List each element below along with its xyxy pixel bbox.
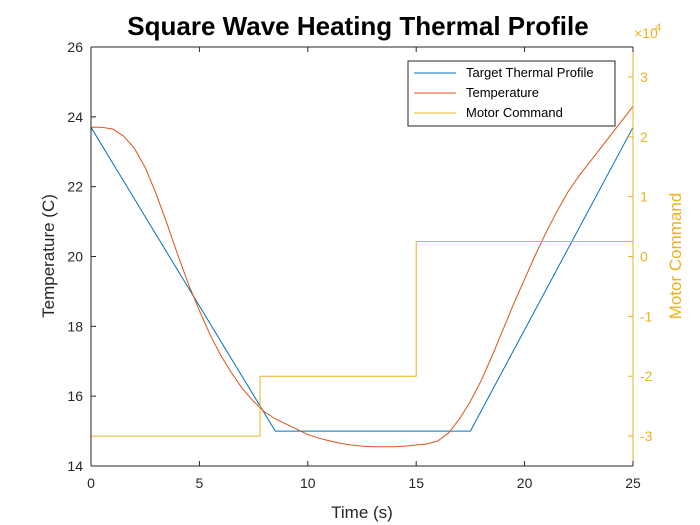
exponent-power: 4	[655, 22, 661, 34]
y-right-tick-label: -2	[640, 368, 653, 384]
y-left-tick-label: 24	[67, 109, 83, 125]
exponent-base: ×10	[634, 25, 658, 41]
y-left-tick-label: 20	[67, 249, 83, 265]
y-right-tick-label: -3	[640, 428, 653, 444]
y-axis-label-right: Motor Command	[666, 193, 685, 320]
y-left-tick-label: 16	[67, 388, 83, 404]
y-left-tick-label: 18	[67, 318, 83, 334]
y-left-tick-label: 26	[67, 39, 83, 55]
y-right-tick-label: 0	[640, 249, 648, 265]
x-tick-label: 0	[87, 475, 95, 491]
y-axis-label-left: Temperature (C)	[39, 194, 58, 318]
y-right-tick-label: 1	[640, 189, 648, 205]
x-tick-label: 15	[408, 475, 424, 491]
y-left-tick-label: 22	[67, 179, 83, 195]
legend-label-target: Target Thermal Profile	[466, 65, 594, 80]
series-line-temperature	[91, 106, 634, 448]
series-line-motor	[91, 241, 633, 437]
legend: Target Thermal Profile Temperature Motor…	[407, 60, 616, 127]
y-right-tick-label: 2	[640, 129, 648, 145]
legend-label-temperature: Temperature	[466, 85, 539, 100]
x-axis-label: Time (s)	[331, 503, 393, 522]
x-tick-label: 10	[300, 475, 316, 491]
y-right-tick-label: -1	[640, 308, 653, 324]
x-tick-label: 5	[196, 475, 204, 491]
x-tick-label: 25	[625, 475, 641, 491]
right-axis-exponent: ×10 4	[634, 22, 661, 41]
series-layer	[90, 106, 634, 448]
chart-title: Square Wave Heating Thermal Profile	[127, 11, 588, 41]
x-tick-label: 20	[517, 475, 533, 491]
legend-label-motor: Motor Command	[466, 105, 563, 120]
series-line-target	[90, 127, 634, 432]
y-left-tick-label: 14	[67, 458, 83, 474]
ticks-layer: 0 5 10 15 20 25 14 16 18 20 22 24 26 -3 -2 -1 0 1 2 3	[67, 39, 652, 491]
y-right-tick-label: 3	[640, 69, 648, 85]
